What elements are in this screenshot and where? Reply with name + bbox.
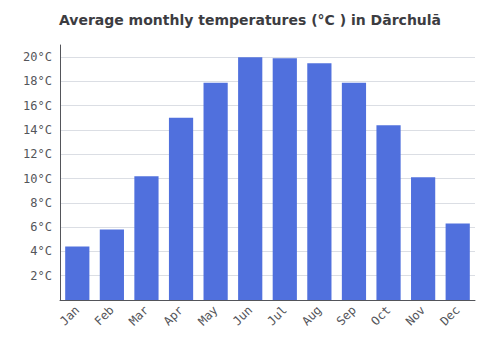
svg-text:Jun: Jun (230, 303, 255, 328)
svg-text:Jul: Jul (265, 303, 290, 328)
svg-text:Oct: Oct (368, 303, 393, 328)
svg-text:12°C: 12°C (23, 147, 52, 161)
svg-text:2°C: 2°C (30, 269, 52, 283)
svg-text:Aug: Aug (299, 303, 324, 328)
svg-text:Mar: Mar (126, 303, 151, 328)
svg-text:Feb: Feb (92, 303, 117, 328)
svg-text:Dec: Dec (437, 303, 462, 328)
svg-text:Sep: Sep (334, 303, 359, 328)
svg-text:Apr: Apr (161, 303, 186, 328)
svg-text:Jan: Jan (57, 303, 82, 328)
svg-text:18°C: 18°C (23, 74, 52, 88)
svg-text:Average monthly temperatures (: Average monthly temperatures (°C ) in Dā… (59, 12, 441, 28)
svg-text:20°C: 20°C (23, 50, 52, 64)
svg-text:8°C: 8°C (30, 196, 52, 210)
svg-text:14°C: 14°C (23, 123, 52, 137)
svg-text:16°C: 16°C (23, 99, 52, 113)
svg-text:6°C: 6°C (30, 220, 52, 234)
svg-text:Nov: Nov (403, 303, 428, 328)
svg-text:May: May (195, 303, 220, 328)
svg-text:4°C: 4°C (30, 244, 52, 258)
svg-text:10°C: 10°C (23, 172, 52, 186)
